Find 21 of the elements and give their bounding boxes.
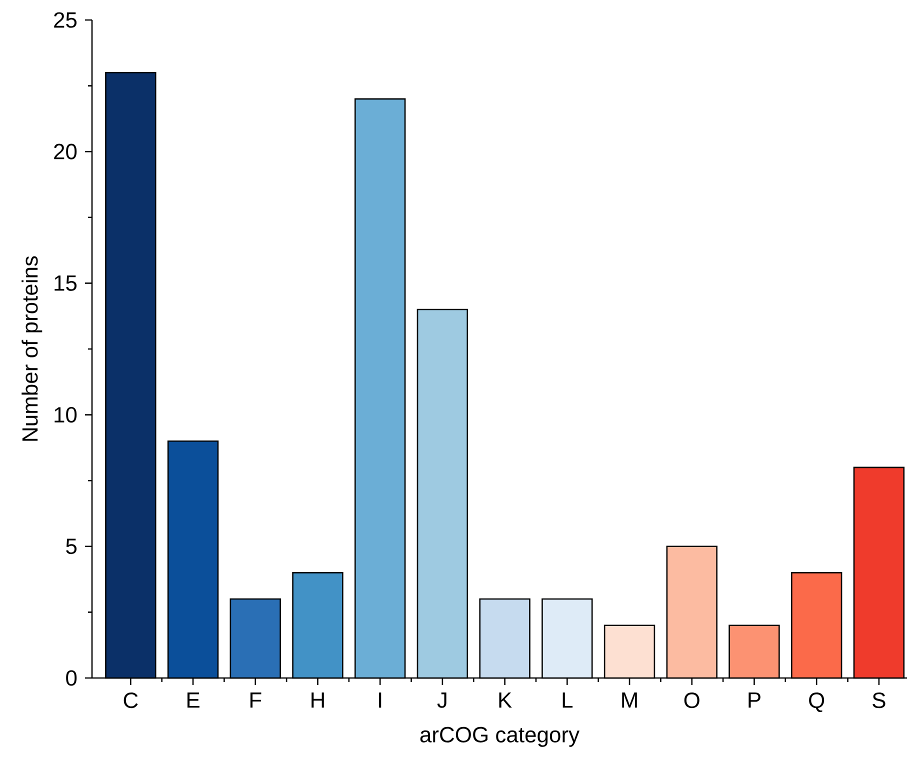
y-tick-label: 0 bbox=[66, 670, 77, 686]
y-tick-label: 5 bbox=[66, 538, 77, 554]
x-tick-label: H bbox=[312, 692, 324, 708]
x-tick-label: E bbox=[187, 692, 200, 708]
y-tick-label: 10 bbox=[54, 406, 77, 423]
y-axis-title: Number of proteins bbox=[22, 256, 42, 441]
y-tick-label: 25 bbox=[54, 12, 77, 28]
x-tick-label: C bbox=[124, 692, 138, 708]
x-tick-label: F bbox=[250, 692, 262, 708]
x-tick-label: I bbox=[379, 692, 382, 708]
x-tick-label: J bbox=[437, 692, 446, 708]
x-tick-label: O bbox=[684, 692, 700, 708]
x-tick-label: P bbox=[748, 692, 760, 708]
x-tick-label: M bbox=[622, 692, 637, 708]
y-tick-label: 15 bbox=[54, 276, 77, 291]
x-tick-label: Q bbox=[809, 692, 824, 712]
x-tick-label: K bbox=[499, 692, 512, 708]
y-tick-label: 20 bbox=[54, 144, 77, 160]
x-tick-label: S bbox=[872, 692, 886, 708]
x-tick-label: L bbox=[562, 692, 573, 708]
x-axis-title: arCOG category bbox=[420, 726, 580, 747]
